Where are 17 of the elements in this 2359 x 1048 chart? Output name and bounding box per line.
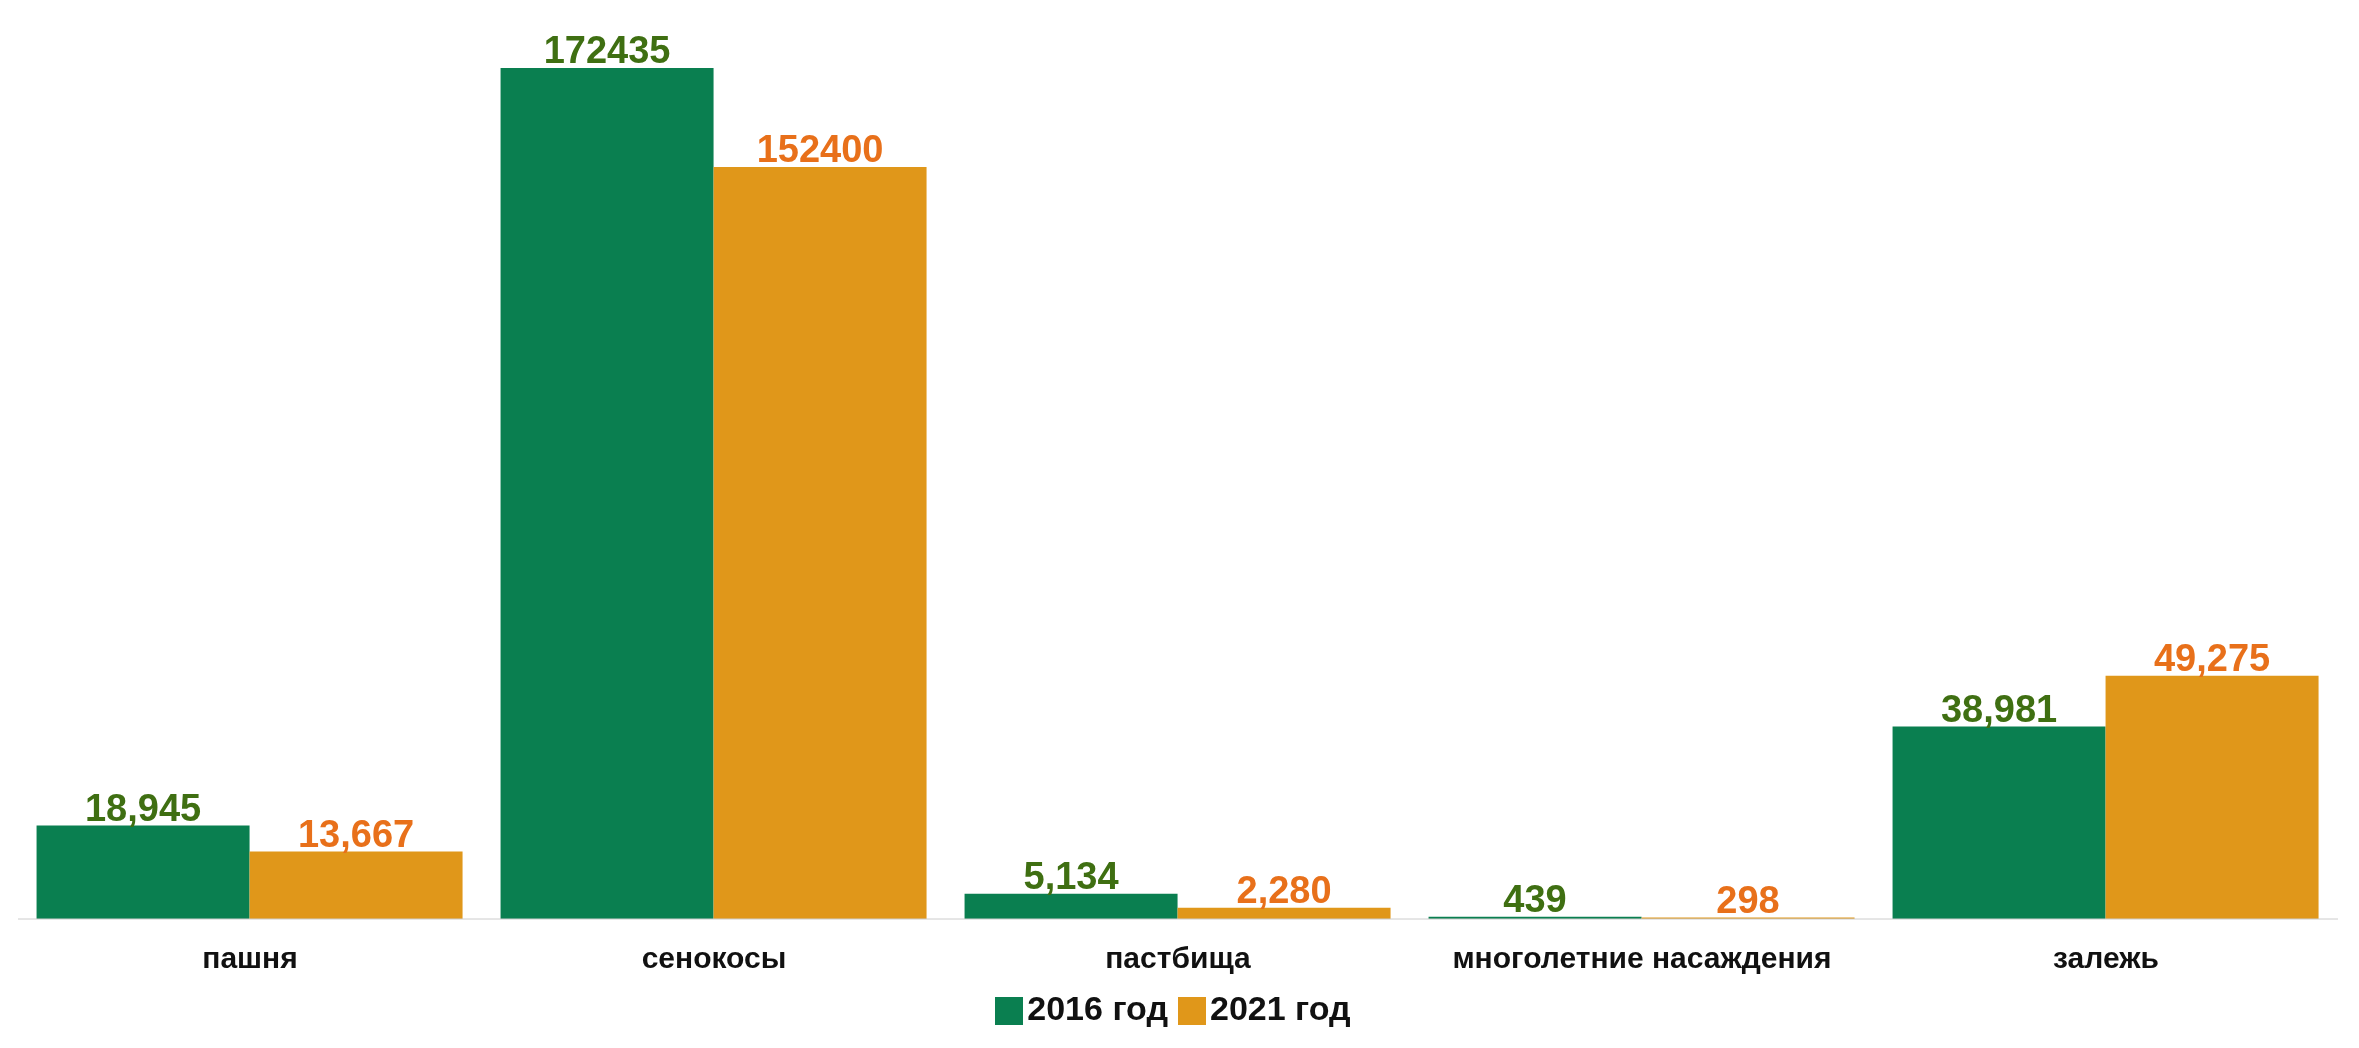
legend-label: 2016 год [1027, 989, 1168, 1027]
data-label: 2,280 [1236, 868, 1332, 911]
data-label: 49,275 [2153, 636, 2271, 679]
data-label: 38,981 [1940, 687, 2058, 730]
data-label: 152400 [756, 127, 884, 170]
x-tick-label: пашня [202, 941, 298, 975]
data-label: 5,134 [1023, 854, 1119, 897]
data-label: 13,667 [297, 812, 415, 855]
x-tick-label: залежь [2053, 941, 2159, 975]
data-label: 439 [1503, 877, 1567, 920]
legend-label: 2021 год [1210, 989, 1351, 1027]
x-tick-label: сенокосы [641, 941, 787, 975]
data-label: 18,945 [84, 786, 202, 829]
x-tick-label: пастбища [1105, 941, 1252, 975]
data-label: 172435 [543, 29, 671, 71]
x-tick-label: многолетние насаждения [1452, 941, 1832, 975]
data-label: 298 [1716, 878, 1780, 921]
